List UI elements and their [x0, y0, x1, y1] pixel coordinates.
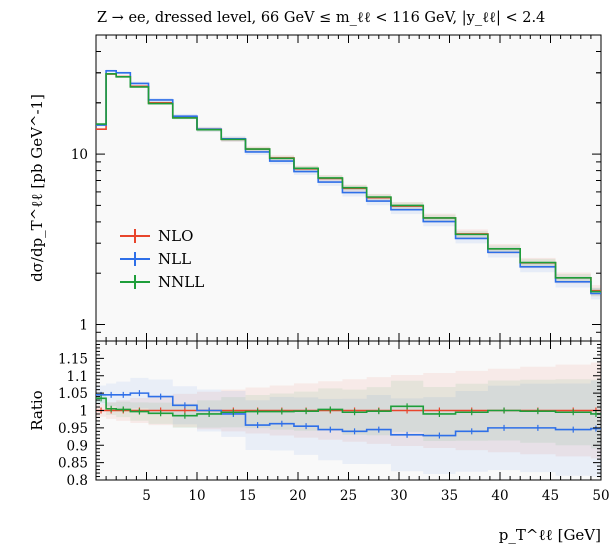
y-axis-label-ratio: Ratio	[28, 390, 46, 430]
y-tick-label-main: 1	[79, 317, 88, 333]
x-tick-label: 20	[289, 488, 306, 504]
y-axis-label-main: dσ/dp_T^ℓℓ [pb GeV^-1]	[28, 94, 46, 282]
y-tick-label-ratio: 0.85	[58, 456, 88, 472]
x-tick-label: 30	[390, 488, 407, 504]
x-tick-label: 25	[340, 488, 357, 504]
legend-label-nlo: NLO	[158, 227, 193, 245]
x-tick-label: 5	[142, 488, 151, 504]
x-tick-label: 35	[441, 488, 458, 504]
line-main-nnll	[96, 72, 601, 293]
x-tick-label: 10	[188, 488, 205, 504]
y-tick-label-ratio: 0.9	[67, 438, 88, 454]
x-tick-label: 45	[542, 488, 559, 504]
y-tick-label-ratio: 1.05	[58, 386, 88, 402]
legend-label-nnll: NNLL	[158, 273, 204, 291]
band-ratio-nll	[96, 377, 601, 477]
band-main-nlo	[96, 73, 601, 297]
y-tick-label-ratio: 1	[79, 404, 88, 420]
y-tick-label-ratio: 1.15	[58, 351, 88, 367]
y-tick-label-ratio: 0.95	[58, 421, 88, 437]
x-tick-label: 40	[491, 488, 508, 504]
x-axis-label: p_T^ℓℓ [GeV]	[499, 526, 601, 544]
band-main-nll	[96, 69, 601, 300]
line-main-nll	[96, 70, 601, 295]
x-tick-label: 15	[239, 488, 256, 504]
y-tick-label-main: 10	[71, 147, 88, 163]
x-tick-label: 50	[592, 488, 609, 504]
line-ratio-nnll	[96, 397, 601, 417]
chart-title: Z → ee, dressed level, 66 GeV ≤ m_ℓℓ < 1…	[97, 10, 545, 26]
y-tick-label-ratio: 0.8	[67, 473, 88, 489]
legend-label-nll: NLL	[158, 250, 191, 268]
y-tick-label-ratio: 1.1	[67, 369, 88, 385]
line-ratio-nll	[96, 392, 601, 437]
